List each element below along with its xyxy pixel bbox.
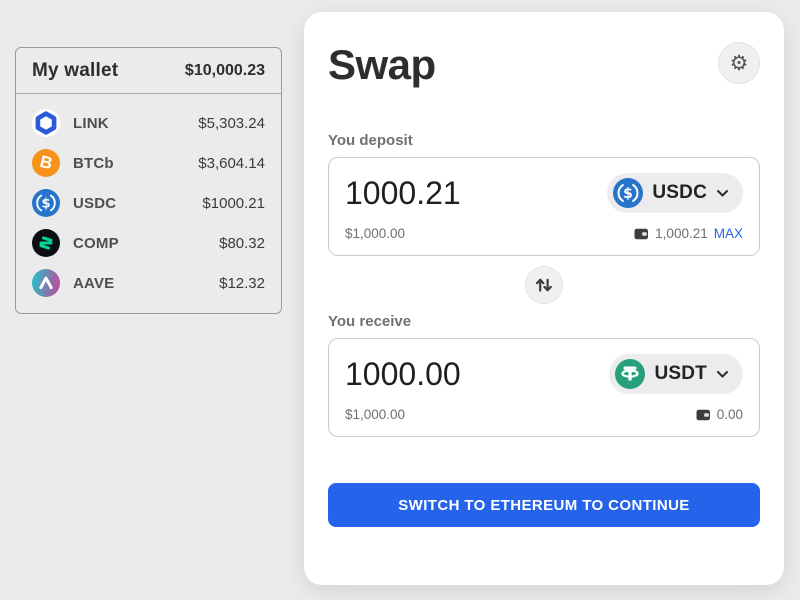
chainlink-icon [32,109,60,137]
wallet-header: My wallet $10,000.23 [16,48,281,94]
receive-amount-input[interactable] [345,355,575,393]
wallet-balance-icon [634,228,649,240]
bitcoin-glyph: B [37,151,55,174]
wallet-token-list: LINK $5,303.24 B BTCb $3,604.14 $ USDC $… [16,94,281,313]
receive-token-symbol: USDT [654,363,707,385]
token-row-usdc: $ USDC $1000.21 [16,183,281,223]
wallet-panel: My wallet $10,000.23 LINK $5,303.24 B BT… [15,47,282,314]
deposit-amount-input[interactable] [345,174,575,212]
token-value: $5,303.24 [198,114,265,132]
usdc-icon: $ [32,189,60,217]
receive-token-selector[interactable]: USDT [609,354,743,395]
wallet-balance-icon [696,409,711,421]
receive-label: You receive [328,313,412,331]
token-symbol: BTCb [73,154,114,172]
wallet-total-value: $10,000.23 [184,62,265,79]
token-symbol: AAVE [73,274,115,292]
token-row-comp: COMP $80.32 [16,223,281,263]
page-title: Swap [328,41,436,88]
token-row-aave: AAVE $12.32 [16,263,281,303]
swap-arrows-icon [534,275,554,295]
deposit-box: $ USDC $1,000.00 [328,157,760,257]
token-value: $1000.21 [202,194,265,212]
settings-button[interactable]: ⚙ [718,42,760,84]
token-symbol: LINK [73,114,109,132]
swap-card: Swap ⚙ You deposit $ USDC [304,12,784,585]
wallet-title: My wallet [32,60,119,81]
swap-card-header: Swap ⚙ [328,41,760,88]
usdt-icon [615,359,646,390]
switch-network-button[interactable]: SWITCH TO ETHEREUM TO CONTINUE [328,483,760,528]
chevron-down-icon [716,189,729,198]
token-value: $12.32 [219,274,265,292]
compound-icon [32,229,60,257]
swap-direction-button[interactable] [525,266,563,305]
token-row-link: LINK $5,303.24 [16,103,281,143]
aave-icon [32,269,60,297]
deposit-label: You deposit [328,132,413,150]
token-symbol: USDC [73,194,117,212]
deposit-token-symbol: USDC [652,182,707,204]
token-symbol: COMP [73,234,119,252]
chevron-down-icon [716,370,729,379]
token-value: $80.32 [219,234,265,252]
receive-box: USDT $1,000.00 0.00 [328,338,760,438]
deposit-token-selector[interactable]: $ USDC [607,173,743,214]
usdc-icon: $ [613,178,644,209]
svg-text:$: $ [624,186,634,202]
deposit-fiat-value: $1,000.00 [345,226,406,242]
token-value: $3,604.14 [198,154,265,172]
gear-icon: ⚙ [729,51,749,75]
deposit-balance: 1,000.21 [655,226,708,242]
svg-text:$: $ [41,197,50,212]
receive-fiat-value: $1,000.00 [345,407,406,423]
bitcoin-icon: B [32,149,60,177]
receive-balance: 0.00 [716,407,743,423]
token-row-btcb: B BTCb $3,604.14 [16,143,281,183]
max-button[interactable]: MAX [713,226,743,242]
